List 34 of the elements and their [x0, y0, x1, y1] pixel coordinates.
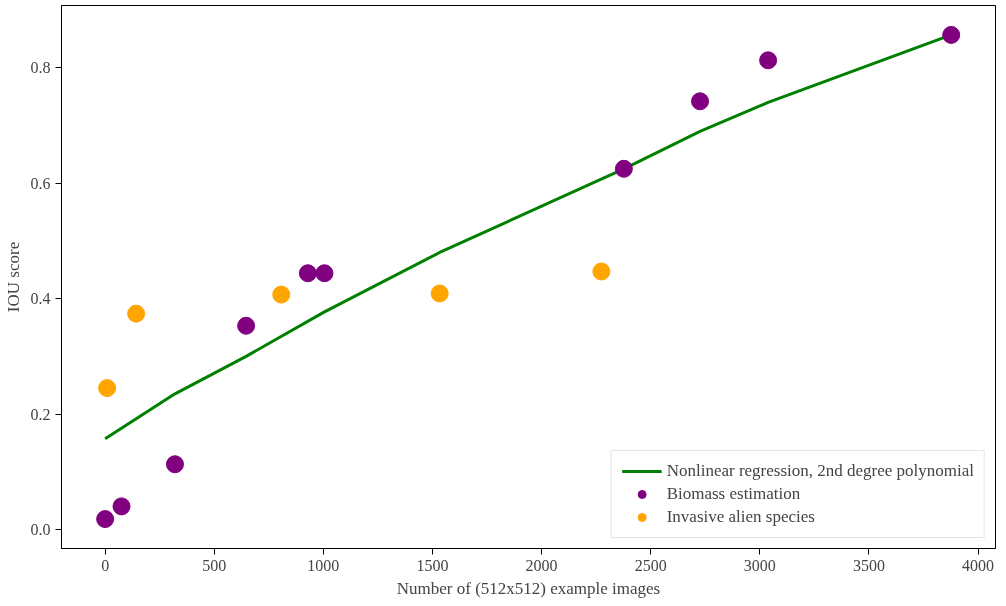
legend-label: Nonlinear regression, 2nd degree polynomial — [666, 461, 974, 481]
x-tick-label: 4000 — [962, 556, 995, 574]
point — [759, 51, 778, 70]
y-axis-title: IOU score — [3, 241, 23, 313]
point — [691, 92, 710, 111]
point — [614, 159, 633, 178]
point — [315, 264, 334, 283]
legend-label: Invasive alien species — [666, 507, 815, 527]
point — [272, 285, 291, 304]
point — [298, 264, 317, 283]
point — [237, 316, 256, 335]
y-tick-label: 0.8 — [30, 59, 51, 77]
x-tick-label: 0 — [101, 556, 110, 574]
point — [942, 25, 961, 44]
x-tick-label: 2000 — [525, 556, 558, 574]
y-tick-label: 0.4 — [30, 290, 51, 308]
point — [165, 455, 184, 474]
legend-label: Biomass estimation — [666, 484, 801, 504]
y-tick-label: 0.2 — [30, 405, 51, 423]
point — [127, 304, 146, 323]
x-axis-title: Number of (512x512) example images — [396, 578, 661, 598]
x-tick-label: 1500 — [416, 556, 449, 574]
point — [112, 497, 131, 516]
x-tick-label: 1000 — [307, 556, 340, 574]
point — [430, 284, 449, 303]
x-tick-label: 3500 — [852, 556, 885, 574]
point — [592, 262, 611, 281]
y-tick-label: 0.0 — [30, 520, 51, 538]
x-tick-label: 2500 — [634, 556, 667, 574]
x-tick-label: 500 — [202, 556, 227, 574]
y-tick-label: 0.6 — [30, 174, 51, 192]
point — [96, 510, 115, 529]
point — [98, 379, 117, 398]
x-tick-label: 3000 — [743, 556, 776, 574]
